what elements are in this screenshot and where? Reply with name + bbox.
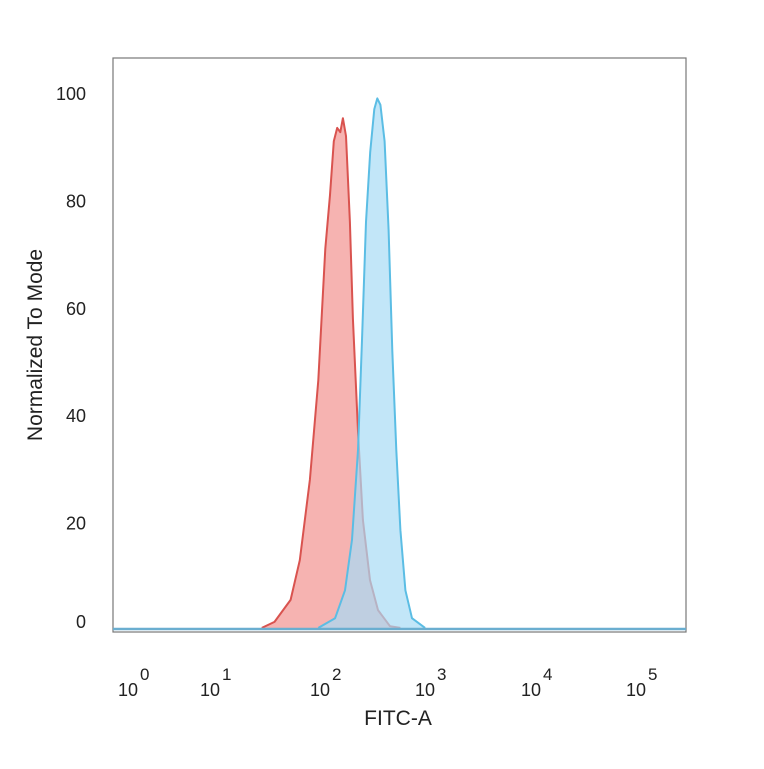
y-tick-label: 80 xyxy=(66,191,86,211)
y-tick-label: 40 xyxy=(66,406,86,426)
y-tick-label: 60 xyxy=(66,299,86,319)
x-tick-label-exponent: 3 xyxy=(437,665,446,684)
x-tick-label-base: 10 xyxy=(415,680,435,700)
x-tick-label-base: 10 xyxy=(626,680,646,700)
x-tick-label-base: 10 xyxy=(118,680,138,700)
x-tick-label-base: 10 xyxy=(200,680,220,700)
y-tick-label: 20 xyxy=(66,514,86,534)
x-tick-label-base: 10 xyxy=(521,680,541,700)
x-axis-label: FITC-A xyxy=(364,707,432,730)
y-tick-label: 100 xyxy=(56,84,86,104)
x-tick-label-exponent: 2 xyxy=(332,665,341,684)
x-tick-label-exponent: 4 xyxy=(543,665,552,684)
x-tick-label-exponent: 0 xyxy=(140,665,149,684)
x-tick-label-base: 10 xyxy=(310,680,330,700)
series-0-area xyxy=(261,118,401,630)
y-tick-labels: 0 20 40 60 80 100 xyxy=(56,84,86,632)
y-axis-label: Normalized To Mode xyxy=(24,249,47,441)
x-tick-label-exponent: 1 xyxy=(222,665,231,684)
series-layer xyxy=(261,97,426,630)
y-tick-label: 0 xyxy=(76,612,86,632)
x-tick-label-exponent: 5 xyxy=(648,665,657,684)
series-1-line xyxy=(317,97,426,629)
